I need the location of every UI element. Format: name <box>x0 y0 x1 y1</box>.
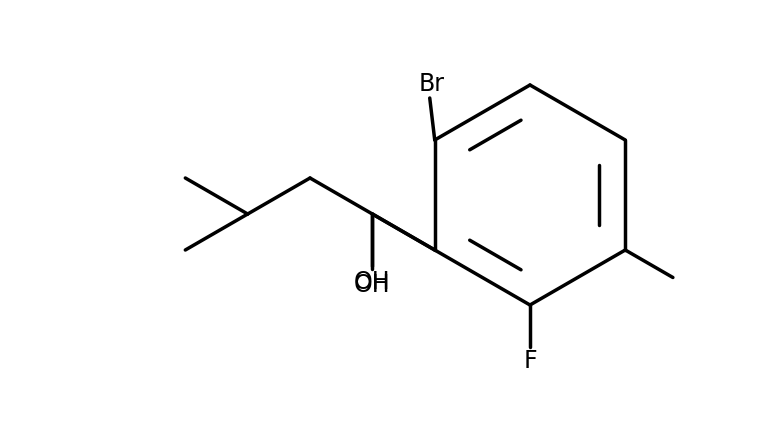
Text: Br: Br <box>419 72 445 96</box>
Text: OH: OH <box>354 273 390 297</box>
Text: OH: OH <box>354 270 390 294</box>
Text: F: F <box>523 349 537 373</box>
